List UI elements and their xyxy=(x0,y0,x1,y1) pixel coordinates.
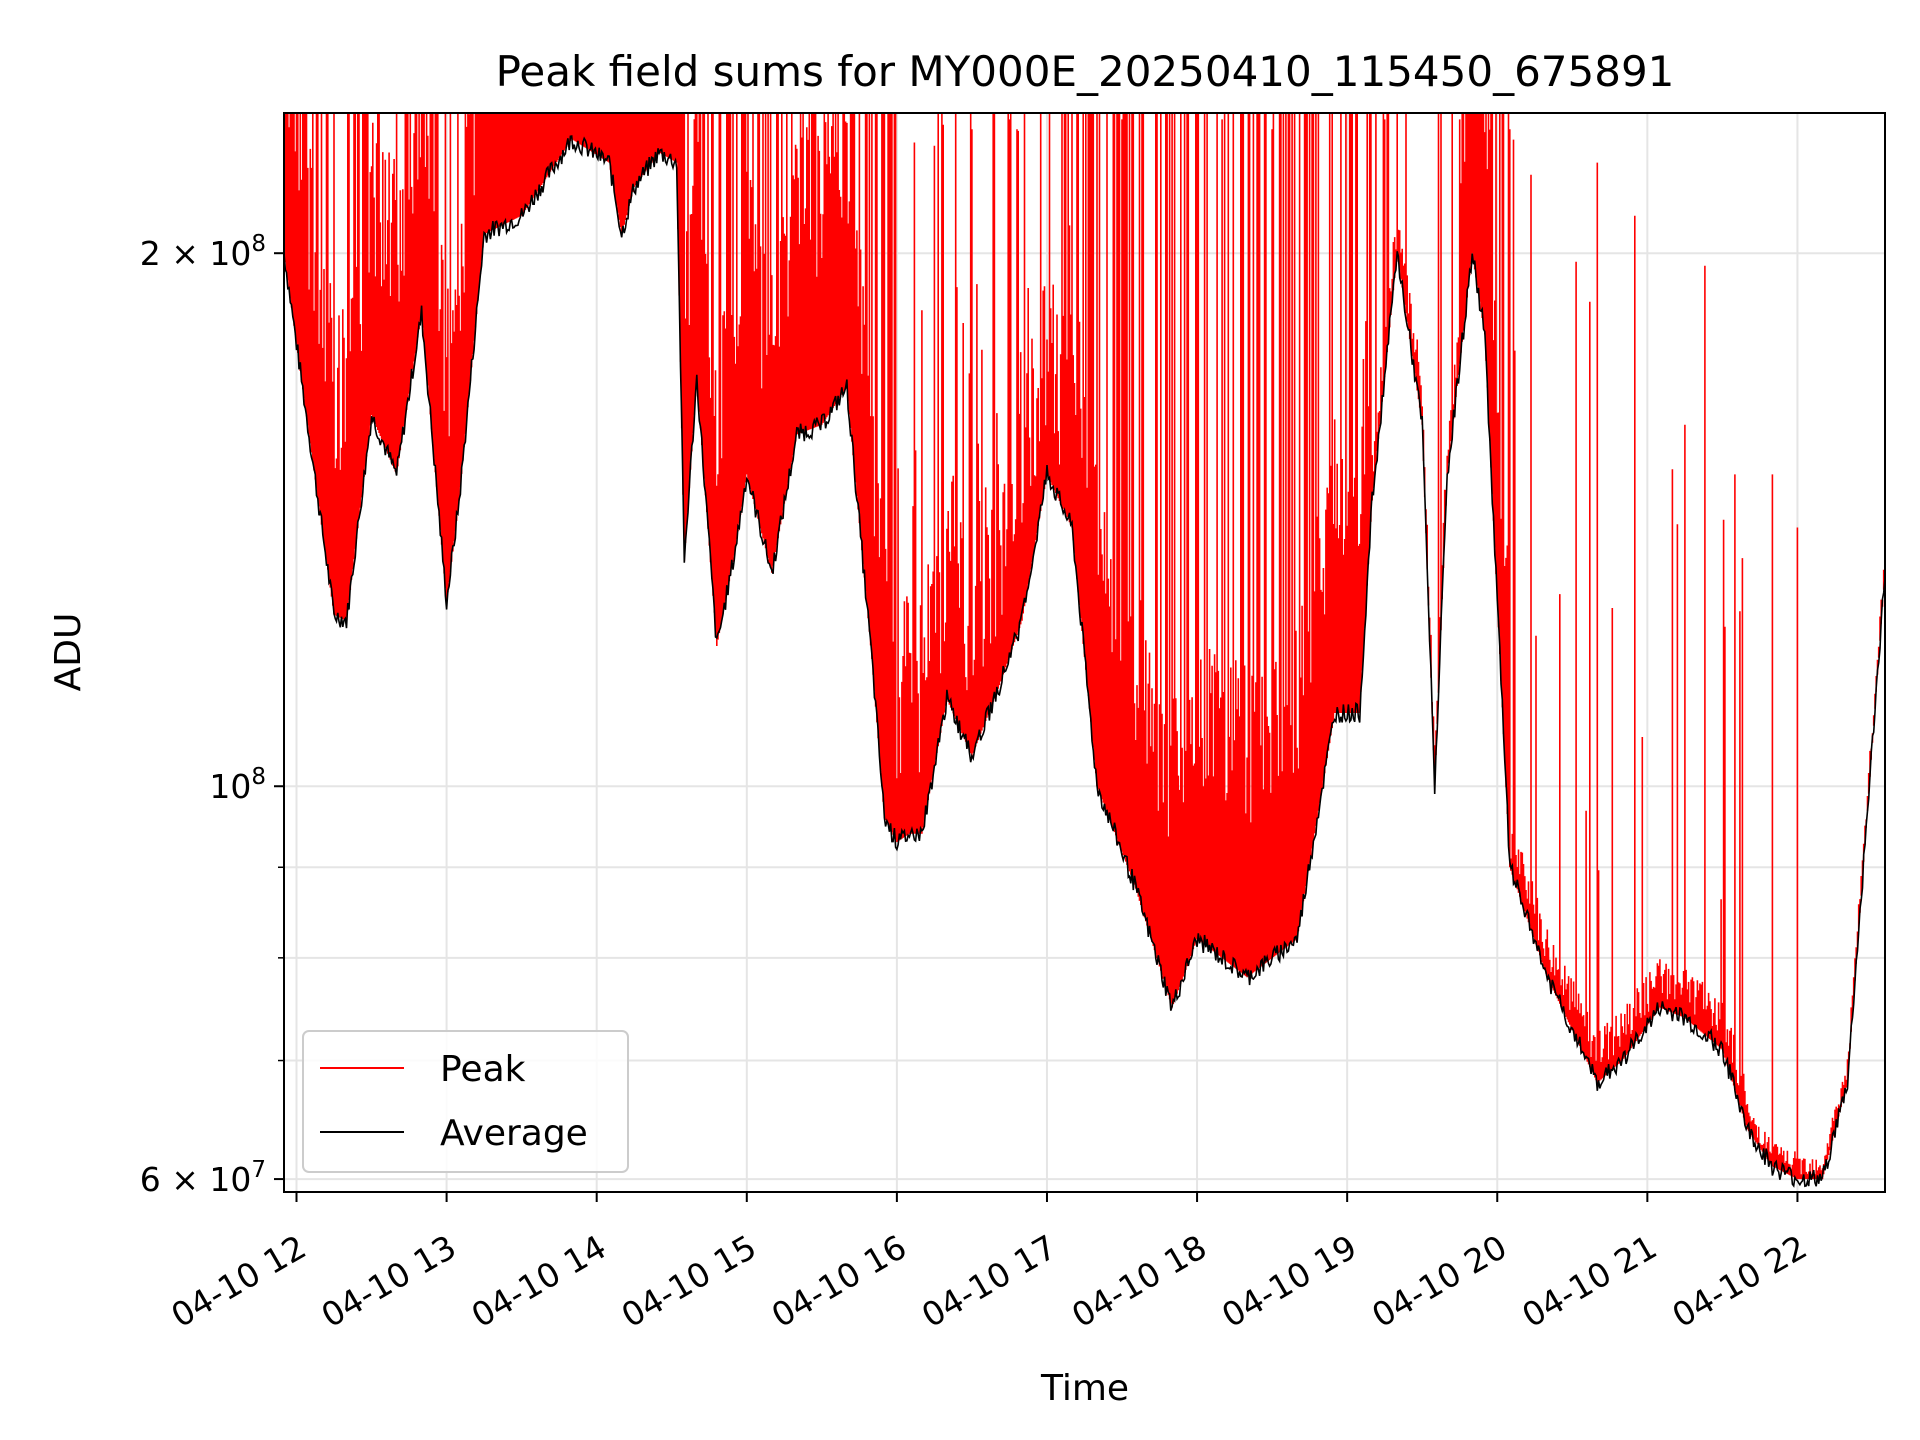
x-axis-label: Time xyxy=(1040,1368,1129,1409)
x-tick-label: 04-10 18 xyxy=(1065,1227,1213,1335)
y-axis-label: ADU xyxy=(48,613,89,692)
x-tick-label: 04-10 16 xyxy=(765,1227,913,1335)
x-tick-label: 04-10 13 xyxy=(315,1227,463,1335)
legend: Peak Average xyxy=(302,1030,629,1173)
legend-label-average: Average xyxy=(440,1113,588,1154)
grid xyxy=(284,113,1885,1192)
x-tick-label: 04-10 22 xyxy=(1665,1227,1813,1335)
legend-label-peak: Peak xyxy=(440,1049,526,1090)
legend-box xyxy=(302,1030,629,1173)
y-tick-label: 108 xyxy=(209,764,266,806)
x-tick-label: 04-10 20 xyxy=(1365,1227,1513,1335)
series-average xyxy=(284,135,1885,1188)
plot-frame xyxy=(283,112,1886,1193)
x-tick-label: 04-10 14 xyxy=(465,1227,613,1335)
y-tick-label: 6 × 107 xyxy=(140,1157,266,1199)
x-tick-label: 04-10 17 xyxy=(915,1227,1063,1335)
series-peak xyxy=(284,113,1885,1180)
x-tick-label: 04-10 19 xyxy=(1215,1227,1363,1335)
x-tick-label: 04-10 21 xyxy=(1515,1227,1663,1335)
x-tick-label: 04-10 15 xyxy=(615,1227,763,1335)
y-axis: 6 × 107 108 2 × 108 xyxy=(140,231,284,1199)
chart-title: Peak field sums for MY000E_20250410_1154… xyxy=(496,47,1675,96)
x-axis: 04-10 12 04-10 13 04-10 14 04-10 15 04-10 16… xyxy=(165,1192,1813,1335)
x-tick-label: 04-10 12 xyxy=(165,1227,313,1335)
series-layer xyxy=(284,113,1885,1188)
y-tick-label: 2 × 108 xyxy=(140,231,266,273)
